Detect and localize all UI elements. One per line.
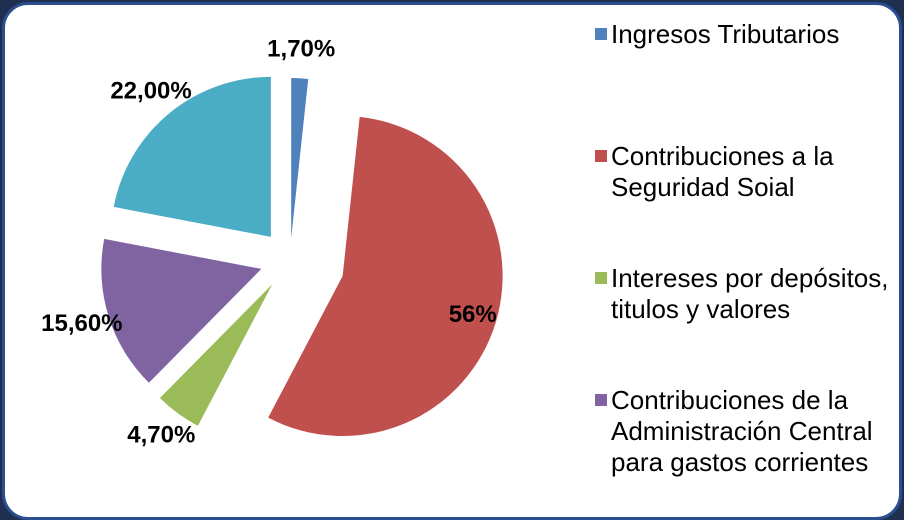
pie-slice — [268, 116, 503, 437]
legend-item: Contribuciones de la Administración Cent… — [595, 385, 891, 478]
legend-swatch — [595, 272, 607, 284]
legend-label: Ingresos Tributarios — [611, 19, 840, 49]
legend-label: Contribuciones a la Seguridad Soial — [611, 141, 834, 202]
legend-item: Contribuciones a la Seguridad Soial — [595, 141, 891, 203]
legend-swatch — [595, 150, 607, 162]
pie-slice — [113, 76, 271, 237]
pie-slice — [101, 238, 262, 383]
pie-chart: 1,70% 56% 4,70% 15,60% 22,00% — [41, 36, 503, 448]
data-label: 15,60% — [41, 310, 122, 337]
pie-slice — [291, 78, 309, 239]
pie-slice — [159, 284, 273, 426]
legend-label: Contribuciones de la Administración Cent… — [611, 385, 873, 477]
legend-swatch — [595, 394, 607, 406]
legend-swatch — [595, 28, 607, 40]
data-label: 56% — [449, 301, 497, 328]
legend-item: Intereses por depósitos, titulos y valor… — [595, 263, 891, 325]
legend-item: Ingresos Tributarios — [595, 19, 891, 50]
data-label: 1,70% — [267, 36, 335, 63]
data-label: 4,70% — [127, 421, 195, 448]
legend-label: Intereses por depósitos, titulos y valor… — [611, 263, 889, 324]
data-label: 22,00% — [110, 77, 191, 104]
